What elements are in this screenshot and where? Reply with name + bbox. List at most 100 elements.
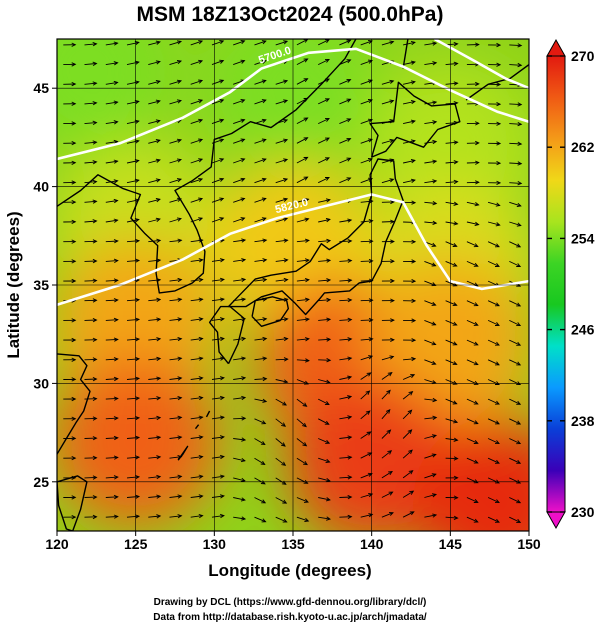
wind-vector [233,397,246,400]
wind-vector-head [283,40,289,45]
wind-vector-head [431,242,437,247]
wind-vector-head [283,297,289,302]
wind-vector-head [452,380,458,385]
wind-vector [126,456,140,459]
wind-vector [126,496,140,498]
wind-vector-head [432,139,438,145]
wind-vector-head [177,356,183,361]
wind-vector [275,99,288,105]
wind-vector [190,60,203,66]
wind-vector-head [176,197,182,202]
wind-vector [466,260,478,267]
wind-vector-head [326,337,332,342]
x-tick-label: 145 [439,536,463,552]
wind-vector-head [113,278,119,283]
wind-vector-head [135,435,141,440]
wind-vector-head [494,361,500,366]
wind-vector [466,319,478,326]
wind-vector-head [303,498,309,503]
wind-vector-head [496,160,502,166]
wind-vector-head [283,158,289,163]
wind-vector [233,178,245,184]
wind-vector [126,179,139,184]
wind-vector [318,118,330,125]
wind-vector [275,279,288,282]
wind-vector [339,279,352,282]
wind-vector [296,259,309,262]
wind-vector-head [240,477,246,483]
wind-vector-head [282,401,287,406]
wind-vector [296,198,309,203]
wind-vector-head [177,395,183,401]
y-axis-title: Latitude (degrees) [4,211,23,358]
wind-vector [339,338,352,341]
wind-vector [254,60,266,66]
wind-vector-head [494,459,500,464]
wind-vector-head [494,518,500,523]
wind-vector [381,429,391,439]
wind-vector [105,437,118,439]
colorbar-tick-label: 262 [571,139,595,155]
wind-vector-head [176,217,182,222]
wind-vector-head [409,490,415,495]
wind-vector [126,397,140,400]
wind-vector [148,239,161,243]
wind-vector [275,198,288,203]
wind-vector-head [305,358,310,363]
wind-vector [509,64,522,66]
wind-vector-head [113,416,119,421]
wind-vector-head [407,429,413,434]
wind-vector-head [368,337,374,342]
wind-vector [275,418,286,427]
wind-vector [509,162,522,165]
wind-vector-head [453,81,459,86]
wind-vector-head [92,160,98,165]
wind-vector-head [431,282,437,287]
wind-vector [105,81,118,85]
wind-vector [296,398,307,407]
wind-vector [275,158,288,164]
wind-vector-head [113,337,119,342]
wind-vector-head [261,138,267,143]
wind-vector-head [495,479,500,484]
y-tick-label: 40 [33,179,49,195]
wind-vector [509,438,521,445]
wind-vector [254,378,267,380]
wind-vector-head [156,238,162,243]
wind-vector [402,374,415,380]
wind-vector [466,201,479,206]
wind-vector-head [219,59,225,64]
wind-vector-head [347,415,353,420]
wind-vector-head [92,514,98,520]
wind-vector [105,456,118,459]
wind-vector-head [240,40,246,45]
wind-vector-head [494,440,500,445]
wind-vector [211,338,224,341]
wind-vector-head [431,321,437,326]
wind-vector-head [92,317,98,323]
wind-vector-head [156,514,162,519]
wind-vector-head [261,499,267,504]
wind-vector [148,417,161,420]
wind-vector [105,397,118,400]
wind-vector [126,338,140,341]
wind-vector [211,475,224,479]
colorbar: 230 238 246 254 262 270 [546,38,595,530]
wind-vector-head [71,81,77,87]
wind-vector [487,359,500,366]
wind-vector [169,100,182,105]
wind-vector-head [368,199,374,204]
wind-vector [169,397,182,400]
wind-vector-head [71,199,77,205]
wind-vector-head [156,337,162,342]
wind-vector [233,357,246,361]
wind-vector [211,40,224,46]
wind-vector-head [411,318,417,323]
wind-vector-head [198,138,204,143]
wind-vector-head [346,78,352,83]
wind-vector-head [198,40,204,45]
wind-vector-head [432,159,438,164]
wind-vector-head [240,177,246,182]
wind-vector [190,377,203,380]
wind-vector-head [367,39,373,45]
